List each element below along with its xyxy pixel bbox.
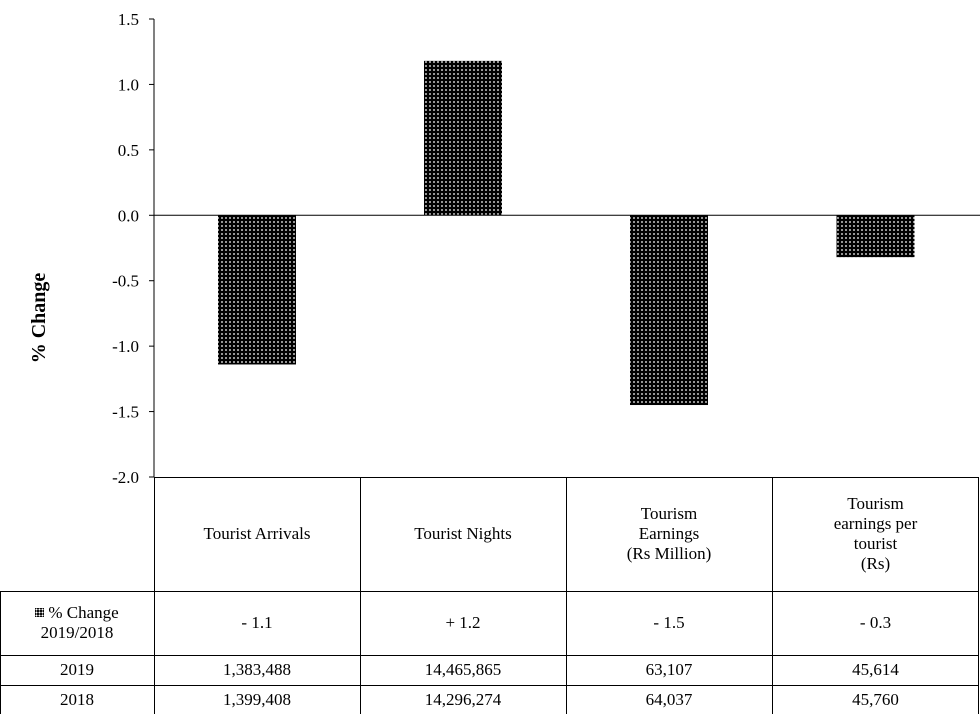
y-tick-label: -1.5: [112, 403, 139, 422]
table-gridline: [154, 477, 155, 714]
cell-2018-2: 64,037: [645, 689, 693, 709]
table-gridline: [0, 591, 979, 592]
y-tick-label: -2.0: [112, 468, 139, 487]
table-gridline: [772, 477, 773, 714]
y-tick-label: 1.5: [118, 10, 139, 29]
category-label-3: Tourism earnings per tourist (Rs): [833, 494, 918, 573]
bar-0: [218, 215, 296, 365]
change-cell-3: - 0.3: [859, 613, 892, 632]
table-gridline: [360, 477, 361, 714]
y-tick-label: -0.5: [112, 272, 139, 291]
legend-label: % Change 2019/2018: [35, 603, 119, 643]
cell-2019-3: 45,614: [852, 660, 899, 679]
y-tick-label: 1.0: [118, 75, 139, 94]
bar-2: [630, 215, 708, 406]
table-gridline: [566, 477, 567, 714]
change-cell-1: + 1.2: [445, 613, 481, 632]
y-axis-label: % Change: [28, 273, 50, 364]
table-gridline: [0, 685, 979, 686]
bar-1: [424, 60, 502, 216]
row-label-2019: 2019: [60, 660, 94, 679]
table-gridline: [0, 655, 979, 656]
category-label-2: Tourism Earnings (Rs Million): [626, 504, 712, 563]
cell-2018-3: 45,760: [852, 689, 899, 709]
cell-2019-2: 63,107: [645, 660, 693, 679]
cell-2019-0: 1,383,488: [223, 660, 291, 679]
bar-3: [836, 215, 915, 258]
legend-swatch: [35, 608, 45, 617]
table-gridline: [978, 477, 979, 714]
cell-2019-1: 14,465,865: [424, 660, 502, 679]
category-label-0: Tourist Arrivals: [203, 524, 311, 543]
y-tick-label: 0.5: [118, 141, 139, 160]
change-cell-0: - 1.1: [241, 613, 273, 632]
cell-2018-1: 14,296,274: [424, 689, 502, 709]
category-label-1: Tourist Nights: [414, 524, 512, 543]
row-label-2018: 2018: [60, 689, 94, 709]
y-tick-label: -1.0: [112, 337, 139, 356]
change-cell-2: - 1.5: [653, 613, 685, 632]
y-tick-label: 0.0: [118, 206, 139, 225]
legend-entry: % Change 2019/2018: [0, 591, 154, 655]
cell-2018-0: 1,399,408: [223, 689, 291, 709]
table-gridline: [0, 591, 1, 714]
